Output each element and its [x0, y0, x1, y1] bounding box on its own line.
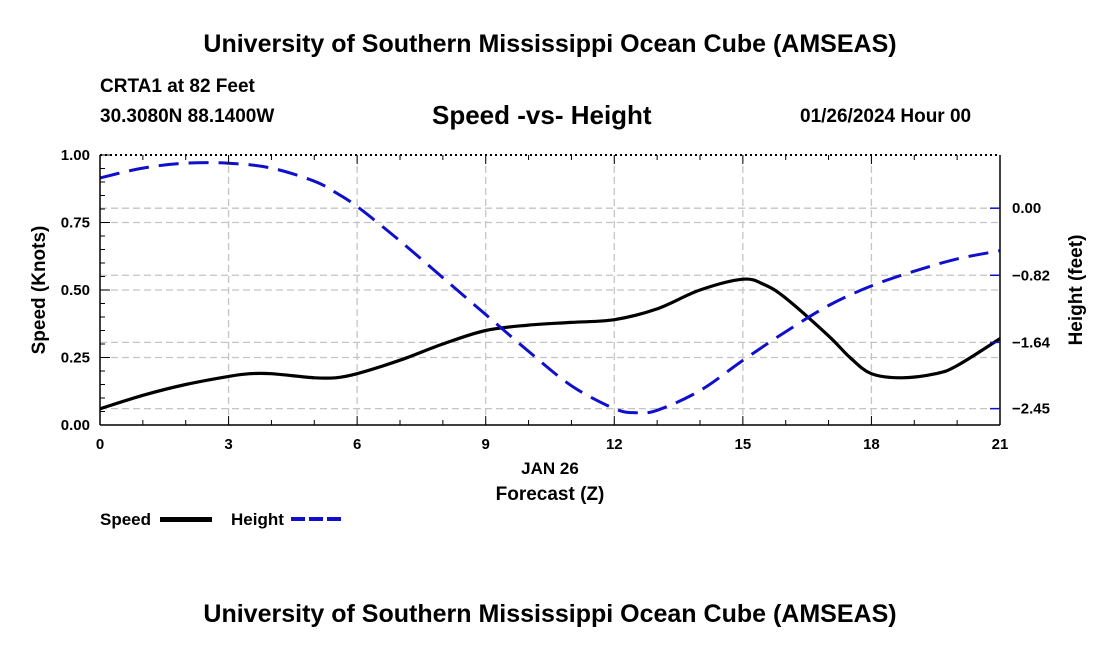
chart-subtitle: Speed -vs- Height — [432, 100, 652, 130]
legend-height-label: Height — [231, 510, 284, 529]
axis-labels: 0 3 6 9 12 15 18 21 0.00 0.25 0.50 0.75 1.00 0.00 −0.8… — [29, 147, 1087, 505]
x-tick-label: 18 — [863, 436, 880, 453]
speed-height-chart: 0 3 6 9 12 15 18 21 0.00 0.25 0.50 0.75 1.00 0.00 −0.8… — [29, 147, 1087, 505]
station-coordinates: 30.3080N 88.1400W — [100, 106, 275, 127]
series-speed-line — [99, 277, 1001, 411]
series-height-line — [99, 161, 1001, 415]
forecast-datetime: 01/26/2024 Hour 00 — [800, 106, 972, 127]
x-axis-date-label: JAN 26 — [521, 459, 579, 478]
x-tick-label: 21 — [992, 436, 1009, 453]
y-left-axis-title: Speed (Knots) — [29, 226, 50, 355]
legend-height-swatch — [291, 517, 343, 521]
station-label: CRTA1 at 82 Feet — [100, 76, 255, 97]
legend-speed-swatch — [160, 517, 212, 522]
x-tick-label: 0 — [96, 436, 104, 453]
y-right-tick-label: 0.00 — [1012, 200, 1041, 217]
y-right-tick-label: −0.82 — [1012, 267, 1050, 284]
y-left-tick-label: 0.25 — [61, 350, 90, 367]
chart-title: University of Southern Mississippi Ocean… — [203, 30, 897, 58]
footer-title: University of Southern Mississippi Ocean… — [203, 600, 897, 628]
y-right-axis-title: Height (feet) — [1066, 235, 1087, 346]
x-tick-label: 15 — [735, 436, 752, 453]
axes — [99, 154, 1001, 426]
y-left-tick-label: 1.00 — [61, 147, 90, 164]
x-axis-title: Forecast (Z) — [496, 484, 605, 505]
series-lines — [99, 161, 1001, 415]
legend-speed-label: Speed — [100, 510, 152, 529]
y-left-tick-label: 0.75 — [61, 215, 90, 232]
y-right-tick-label: −1.64 — [1012, 334, 1051, 351]
x-tick-label: 6 — [353, 436, 361, 453]
y-right-tick-label: −2.45 — [1012, 401, 1050, 418]
x-tick-label: 9 — [482, 436, 490, 453]
x-tick-label: 3 — [224, 436, 232, 453]
y-left-tick-label: 0.00 — [61, 417, 90, 434]
y-left-tick-label: 0.50 — [61, 282, 90, 299]
x-tick-label: 12 — [606, 436, 623, 453]
